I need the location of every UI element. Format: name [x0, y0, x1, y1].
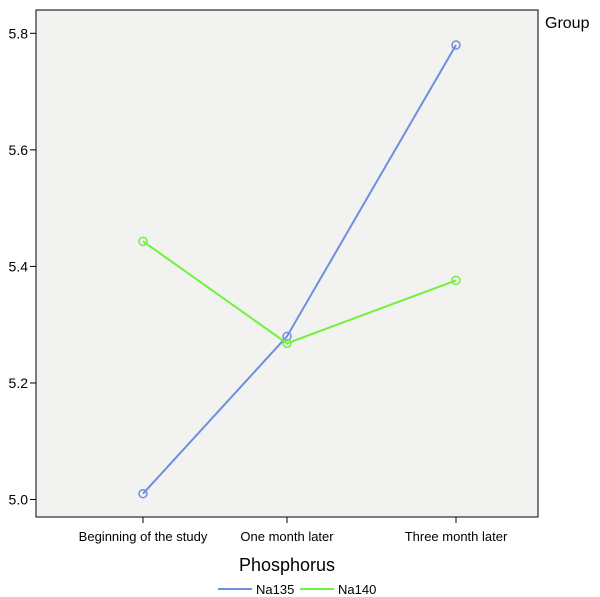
plot-background: [35, 9, 539, 518]
legend-label: Na140: [338, 582, 376, 597]
data-point: [138, 236, 148, 247]
y-axis: 5.0 5.2 5.4 5.6 5.8: [9, 25, 36, 508]
series-line-na140: [142, 240, 457, 345]
data-point: [282, 338, 292, 349]
data-point: [451, 275, 461, 286]
series-line-na135: [142, 44, 457, 495]
data-point: [138, 488, 148, 499]
y-tick-label: 5.0: [9, 492, 29, 508]
legend-title: Group: [545, 15, 590, 32]
data-point: [451, 40, 461, 50]
y-tick-label: 5.4: [9, 258, 29, 274]
legend: Na135 Na140: [218, 582, 376, 597]
x-tick-label: Beginning of the study: [79, 529, 208, 544]
y-tick-label: 5.8: [9, 25, 29, 41]
data-point: [282, 331, 292, 342]
x-axis-title: Phosphorus: [239, 555, 335, 575]
y-tick-label: 5.2: [9, 375, 29, 391]
y-tick-label: 5.6: [9, 142, 29, 158]
x-tick-label: One month later: [240, 529, 334, 544]
x-tick-label: Three month later: [405, 529, 508, 544]
series-layer: [138, 40, 461, 499]
x-axis: Beginning of the study One month later Thr…: [79, 517, 508, 544]
legend-label: Na135: [256, 582, 294, 597]
